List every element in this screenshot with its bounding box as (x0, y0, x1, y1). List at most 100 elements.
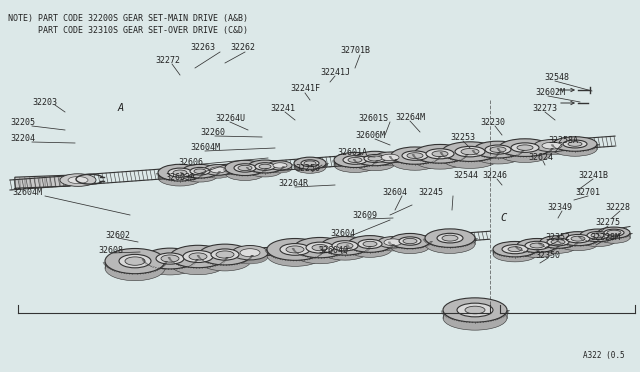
Ellipse shape (390, 238, 430, 254)
Ellipse shape (105, 248, 165, 274)
Ellipse shape (442, 235, 458, 241)
Ellipse shape (105, 256, 165, 281)
Text: 32604: 32604 (382, 187, 407, 196)
Ellipse shape (426, 149, 454, 159)
Ellipse shape (248, 160, 282, 173)
Ellipse shape (474, 141, 522, 158)
Text: 32604: 32604 (330, 228, 355, 237)
Ellipse shape (442, 142, 498, 161)
Ellipse shape (125, 257, 145, 265)
Ellipse shape (414, 144, 466, 163)
Text: 32228M: 32228M (590, 232, 620, 241)
Text: 32604M: 32604M (190, 142, 220, 151)
Ellipse shape (457, 303, 493, 317)
Ellipse shape (551, 240, 565, 244)
Ellipse shape (332, 241, 358, 251)
Ellipse shape (161, 255, 179, 262)
Text: 32263: 32263 (190, 42, 215, 51)
Text: 32204: 32204 (10, 134, 35, 142)
Ellipse shape (355, 156, 395, 171)
Text: 32601S: 32601S (358, 113, 388, 122)
Text: 32264M: 32264M (395, 112, 425, 122)
Ellipse shape (321, 241, 369, 260)
Ellipse shape (517, 145, 533, 150)
Ellipse shape (508, 247, 522, 251)
Ellipse shape (442, 149, 498, 169)
Text: 32544: 32544 (453, 170, 478, 180)
Ellipse shape (493, 247, 537, 262)
Ellipse shape (199, 250, 251, 271)
Text: 32250: 32250 (295, 164, 320, 173)
Ellipse shape (540, 241, 576, 253)
Text: 32602: 32602 (105, 231, 130, 240)
Ellipse shape (461, 148, 479, 155)
Text: 32701B: 32701B (340, 45, 370, 55)
Ellipse shape (199, 244, 251, 265)
Ellipse shape (168, 168, 192, 177)
Ellipse shape (563, 140, 587, 148)
Ellipse shape (173, 170, 187, 175)
Ellipse shape (144, 248, 196, 269)
Ellipse shape (158, 164, 202, 181)
Ellipse shape (190, 167, 210, 175)
Ellipse shape (455, 146, 485, 157)
Text: 32601A: 32601A (337, 148, 367, 157)
Ellipse shape (240, 249, 260, 257)
Ellipse shape (502, 245, 528, 254)
Ellipse shape (301, 160, 319, 167)
Ellipse shape (499, 139, 551, 157)
Ellipse shape (490, 147, 506, 153)
Text: 32260: 32260 (200, 128, 225, 137)
Ellipse shape (343, 155, 367, 164)
Ellipse shape (267, 244, 323, 266)
Ellipse shape (232, 246, 268, 260)
Ellipse shape (259, 164, 271, 169)
Ellipse shape (158, 169, 202, 186)
Ellipse shape (384, 239, 402, 246)
Ellipse shape (364, 154, 386, 163)
Text: 32245: 32245 (418, 187, 443, 196)
Ellipse shape (402, 151, 428, 160)
Ellipse shape (443, 298, 507, 322)
Ellipse shape (414, 150, 466, 169)
Ellipse shape (517, 244, 557, 257)
Ellipse shape (407, 153, 423, 158)
Ellipse shape (355, 151, 395, 166)
Ellipse shape (312, 244, 328, 251)
Ellipse shape (225, 160, 265, 176)
Text: 32272: 32272 (155, 55, 180, 64)
Ellipse shape (517, 238, 557, 253)
Ellipse shape (204, 164, 232, 175)
Ellipse shape (534, 140, 570, 152)
Ellipse shape (403, 238, 417, 244)
Ellipse shape (474, 147, 522, 164)
Ellipse shape (553, 137, 597, 151)
Ellipse shape (156, 253, 184, 264)
Text: 32253: 32253 (450, 132, 475, 141)
Text: 32258A: 32258A (548, 135, 578, 144)
Text: 32205: 32205 (10, 118, 35, 126)
Ellipse shape (571, 236, 585, 241)
Ellipse shape (443, 306, 507, 330)
Ellipse shape (194, 169, 206, 173)
Text: 32608: 32608 (98, 246, 123, 254)
Text: 32606M: 32606M (355, 131, 385, 140)
Ellipse shape (493, 241, 537, 257)
Ellipse shape (375, 152, 405, 163)
Text: 32264R: 32264R (278, 179, 308, 187)
Ellipse shape (232, 250, 268, 264)
Ellipse shape (182, 164, 218, 178)
Ellipse shape (248, 164, 282, 177)
Text: 32624: 32624 (528, 153, 553, 161)
Ellipse shape (238, 165, 252, 171)
Text: 32241F: 32241F (290, 83, 320, 93)
Ellipse shape (542, 142, 562, 149)
Ellipse shape (465, 306, 485, 314)
Ellipse shape (425, 235, 475, 253)
Ellipse shape (182, 169, 218, 182)
Ellipse shape (337, 243, 353, 249)
Ellipse shape (499, 145, 551, 163)
Ellipse shape (294, 243, 346, 264)
Ellipse shape (534, 142, 570, 155)
Ellipse shape (525, 241, 549, 250)
